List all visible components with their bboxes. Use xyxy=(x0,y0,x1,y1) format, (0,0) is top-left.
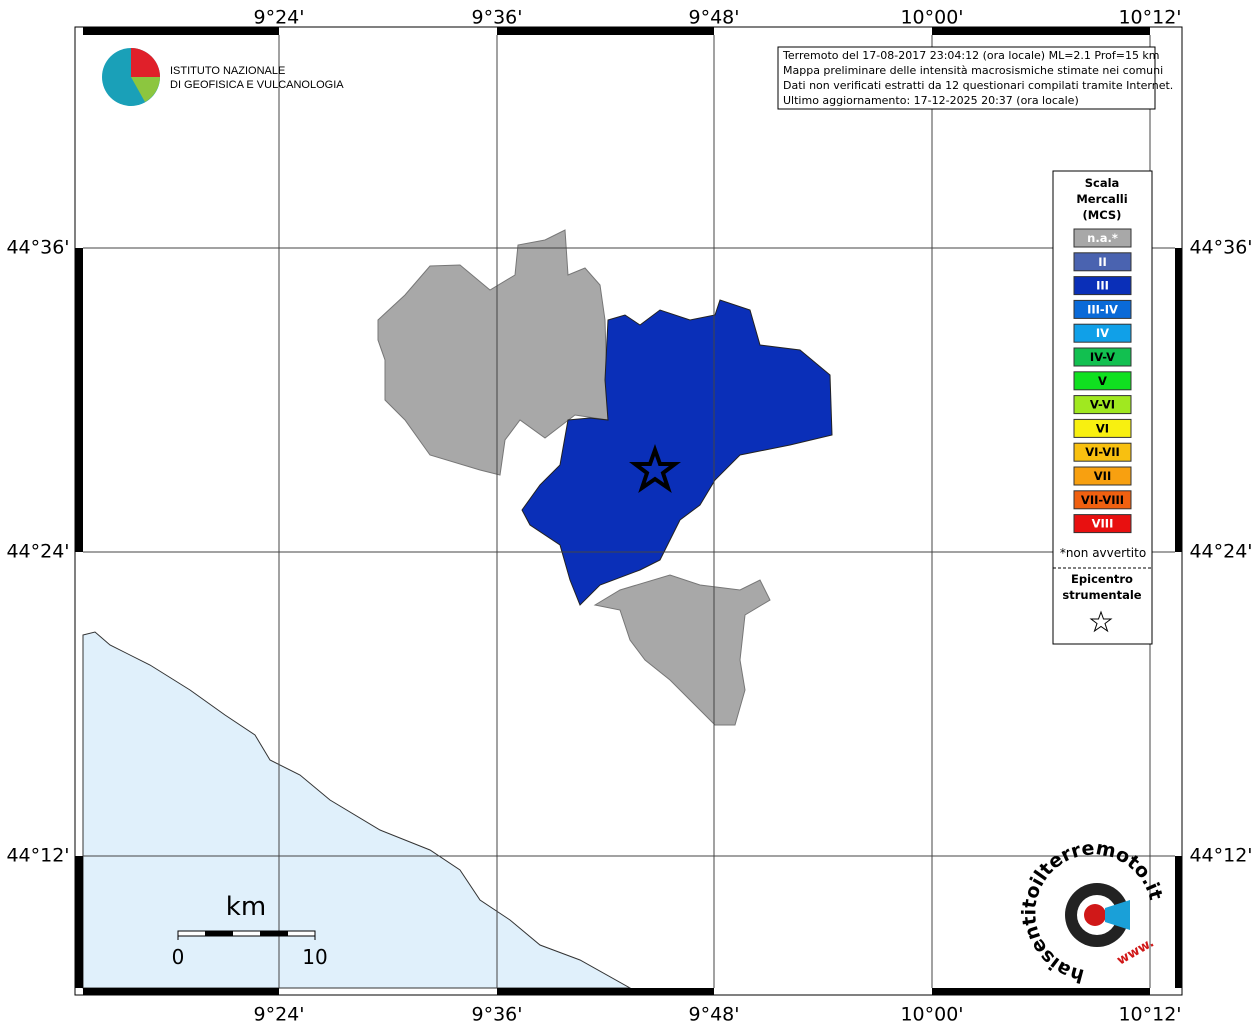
area-iii xyxy=(521,299,833,606)
sea xyxy=(82,631,632,989)
area-na xyxy=(593,574,771,726)
legend-swatch xyxy=(1073,395,1132,415)
legend-label: III-IV xyxy=(1087,302,1118,316)
x-label: 10°00' xyxy=(900,1004,963,1024)
legend-swatch xyxy=(1073,514,1132,534)
legend-label: VI xyxy=(1096,421,1109,435)
x-label: 9°36' xyxy=(472,7,523,29)
legend-label: VII xyxy=(1094,469,1111,483)
logo-text: DI GEOFISICA E VULCANOLOGIA xyxy=(170,79,344,91)
legend-label: V xyxy=(1098,374,1107,388)
y-label: 44°36' xyxy=(1189,237,1252,259)
y-label: 44°24' xyxy=(1189,541,1252,563)
legend-swatch xyxy=(1073,228,1132,248)
legend-epicenter: Epicentro xyxy=(1071,572,1133,586)
x-label: 9°36' xyxy=(472,1004,523,1024)
legend-label: III xyxy=(1096,279,1109,293)
legend-label: VII-VIII xyxy=(1081,493,1124,507)
x-label: 10°12' xyxy=(1118,1004,1181,1024)
legend-swatch xyxy=(1073,252,1132,272)
legend-label: VI-VII xyxy=(1085,445,1120,459)
info-box xyxy=(777,46,1156,110)
y-label: 44°12' xyxy=(1189,845,1252,867)
scale-unit: km xyxy=(226,892,266,922)
legend-swatch xyxy=(1073,323,1132,343)
legend-swatch xyxy=(1073,466,1132,486)
legend-swatch xyxy=(1073,371,1132,391)
legend-epicenter: strumentale xyxy=(1062,588,1141,602)
legend-label: IV-V xyxy=(1090,350,1115,364)
scale-label: 0 xyxy=(172,945,185,969)
logo-text: ISTITUTO NAZIONALE xyxy=(170,65,285,77)
info-line: Ultimo aggiornamento: 17-12-2025 20:37 (… xyxy=(783,94,1079,107)
legend-label: n.a.* xyxy=(1087,231,1118,245)
legend-swatch xyxy=(1073,276,1132,296)
legend-label: IV xyxy=(1096,326,1109,340)
y-label: 44°24' xyxy=(6,541,69,563)
scale-label: 10 xyxy=(302,945,327,969)
epicenter xyxy=(629,444,681,494)
legend-swatch xyxy=(1073,347,1132,367)
legend-title: Mercalli xyxy=(1076,192,1127,206)
legend-title: Scala xyxy=(1085,176,1120,190)
info-line: Dati non verificati estratti da 12 quest… xyxy=(783,79,1173,92)
legend-label: V-VI xyxy=(1090,398,1115,412)
legend-label: II xyxy=(1098,255,1107,269)
y-label: 44°36' xyxy=(6,237,69,259)
frame-ticks xyxy=(75,27,1182,995)
legend-swatch xyxy=(1073,442,1132,462)
legend-star xyxy=(1089,610,1113,633)
info-line: Terremoto del 17-08-2017 23:04:12 (ora l… xyxy=(782,49,1160,62)
x-label: 9°48' xyxy=(689,7,740,29)
legend-title: (MCS) xyxy=(1083,208,1122,222)
legend-swatch xyxy=(1073,418,1132,438)
legend-swatch xyxy=(1073,299,1132,319)
y-label: 44°12' xyxy=(6,845,69,867)
legend-note: *non avvertito xyxy=(1060,546,1146,560)
scale-bar: km 0 10 xyxy=(172,892,328,969)
x-label: 10°12' xyxy=(1118,7,1181,29)
logo: ISTITUTO NAZIONALE DI GEOFISICA E VULCAN… xyxy=(102,48,344,106)
info-line: Mappa preliminare delle intensità macros… xyxy=(783,64,1163,77)
x-label: 9°24' xyxy=(254,7,305,29)
x-label: 9°48' xyxy=(689,1004,740,1024)
legend-label: VIII xyxy=(1092,517,1114,531)
x-label: 10°00' xyxy=(900,7,963,29)
legend-swatch xyxy=(1073,490,1132,510)
x-label: 9°24' xyxy=(254,1004,305,1024)
